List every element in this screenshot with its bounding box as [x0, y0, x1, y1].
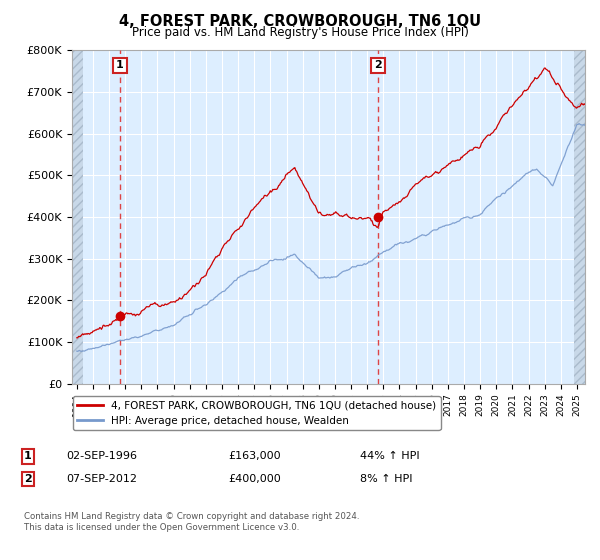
Text: 8% ↑ HPI: 8% ↑ HPI [360, 474, 413, 484]
Text: 1: 1 [24, 451, 32, 461]
Legend: 4, FOREST PARK, CROWBOROUGH, TN6 1QU (detached house), HPI: Average price, detac: 4, FOREST PARK, CROWBOROUGH, TN6 1QU (de… [73, 396, 440, 430]
Text: 2: 2 [374, 60, 382, 71]
Bar [574, 50, 593, 384]
Text: Price paid vs. HM Land Registry's House Price Index (HPI): Price paid vs. HM Land Registry's House … [131, 26, 469, 39]
Bar [72, 50, 83, 384]
Text: Contains HM Land Registry data © Crown copyright and database right 2024.
This d: Contains HM Land Registry data © Crown c… [24, 512, 359, 532]
Text: 1: 1 [116, 60, 124, 71]
Text: 2: 2 [24, 474, 32, 484]
Text: 44% ↑ HPI: 44% ↑ HPI [360, 451, 419, 461]
Text: £163,000: £163,000 [228, 451, 281, 461]
Text: 07-SEP-2012: 07-SEP-2012 [66, 474, 137, 484]
Text: £400,000: £400,000 [228, 474, 281, 484]
Text: 02-SEP-1996: 02-SEP-1996 [66, 451, 137, 461]
Text: 4, FOREST PARK, CROWBOROUGH, TN6 1QU: 4, FOREST PARK, CROWBOROUGH, TN6 1QU [119, 14, 481, 29]
